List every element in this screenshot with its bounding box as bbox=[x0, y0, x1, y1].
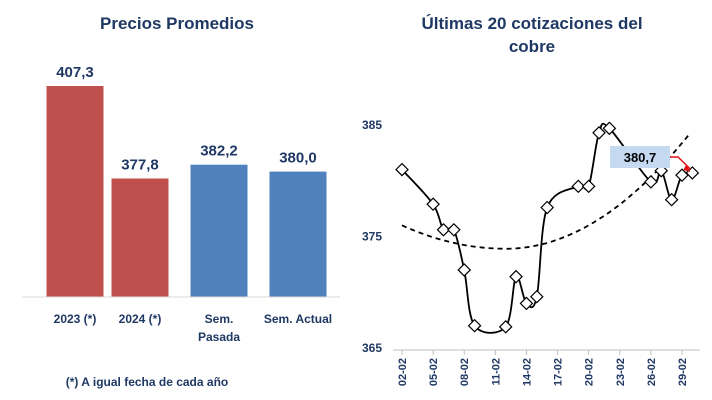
callout-box bbox=[610, 146, 670, 168]
bar-footnote: (*) A igual fecha de cada año bbox=[66, 375, 228, 389]
series-marker bbox=[540, 200, 555, 215]
series-marker bbox=[664, 192, 679, 207]
bar-value-label: 380,0 bbox=[279, 150, 317, 167]
line-chart: Últimas 20 cotizaciones del cobre 365 375… bbox=[362, 14, 700, 386]
bar-value-label: 382,2 bbox=[200, 143, 238, 160]
bar bbox=[269, 171, 327, 297]
bar-categories: 2023 (*) 2024 (*) Sem. Pasada Sem. Actual bbox=[54, 312, 332, 344]
bar-category-label: Sem. Actual bbox=[264, 312, 332, 326]
bar-category-label: Sem. bbox=[205, 312, 234, 326]
series-marker bbox=[644, 175, 658, 189]
line-chart-title-line2: cobre bbox=[509, 37, 555, 56]
bar-category-label: Pasada bbox=[198, 330, 240, 344]
bar bbox=[111, 178, 169, 297]
series-marker bbox=[519, 296, 534, 311]
line-x-ticks: 02-02 05-02 08-02 11-02 14-02 17-02 20-02 23-02… bbox=[397, 350, 689, 386]
bar-chart: Precios Promedios 407,3 377,8 382,2 380,0 2… bbox=[22, 14, 340, 389]
bar-value-label: 377,8 bbox=[121, 156, 159, 173]
bar-category-label: 2023 (*) bbox=[54, 312, 97, 326]
x-tick-label: 20-02 bbox=[584, 358, 596, 386]
series-marker bbox=[581, 179, 596, 194]
series-markers bbox=[395, 121, 700, 334]
series-marker bbox=[592, 125, 606, 140]
series-marker bbox=[395, 162, 409, 177]
x-tick-label: 08-02 bbox=[459, 358, 471, 386]
x-tick-label: 14-02 bbox=[521, 358, 533, 386]
series-marker bbox=[436, 222, 451, 237]
series-marker bbox=[457, 263, 472, 277]
trend-line bbox=[401, 132, 692, 250]
y-tick-label: 385 bbox=[362, 118, 382, 132]
series-marker bbox=[426, 197, 440, 212]
x-tick-label: 05-02 bbox=[428, 358, 440, 386]
bar bbox=[46, 86, 104, 297]
bar bbox=[190, 164, 248, 297]
callout-label: 380,7 bbox=[624, 150, 657, 165]
series-marker bbox=[447, 222, 461, 237]
callout-arrowhead bbox=[683, 163, 691, 172]
line-y-ticks: 365 375 385 bbox=[362, 118, 382, 355]
y-tick-label: 375 bbox=[362, 230, 382, 244]
bar-value-label: 407,3 bbox=[56, 64, 94, 81]
x-tick-label: 26-02 bbox=[646, 358, 658, 386]
series-marker bbox=[509, 269, 523, 284]
bar-chart-title: Precios Promedios bbox=[100, 14, 254, 33]
series-marker bbox=[602, 121, 617, 136]
bar-category-label: 2024 (*) bbox=[119, 312, 162, 326]
series-marker bbox=[675, 168, 689, 183]
y-tick-label: 365 bbox=[362, 341, 382, 355]
x-tick-label: 11-02 bbox=[490, 358, 502, 386]
series-marker bbox=[571, 179, 586, 194]
series-marker bbox=[498, 319, 513, 334]
x-tick-label: 02-02 bbox=[397, 358, 409, 386]
series-marker bbox=[529, 289, 544, 304]
x-tick-label: 23-02 bbox=[615, 358, 627, 386]
series-marker bbox=[467, 318, 482, 333]
bars-layer: 407,3 377,8 382,2 380,0 bbox=[46, 64, 327, 297]
callout: 380,7 bbox=[610, 146, 691, 172]
line-chart-title-line1: Últimas 20 cotizaciones del bbox=[421, 14, 642, 33]
x-tick-label: 17-02 bbox=[553, 358, 565, 386]
x-tick-label: 29-02 bbox=[677, 358, 689, 386]
